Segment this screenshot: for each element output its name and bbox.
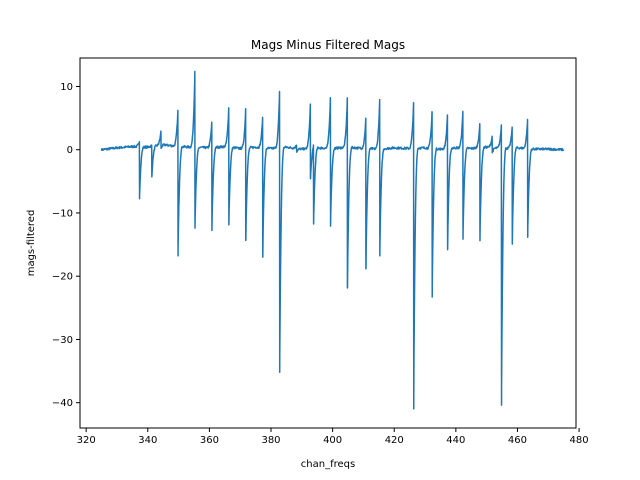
x-tick-label: 380 bbox=[261, 435, 280, 446]
chart-title: Mags Minus Filtered Mags bbox=[251, 38, 405, 52]
y-tick-label: −30 bbox=[52, 335, 73, 346]
x-axis-label: chan_freqs bbox=[301, 459, 355, 470]
x-tick-label: 420 bbox=[385, 435, 404, 446]
y-tick-label: −20 bbox=[52, 272, 73, 283]
x-tick-label: 460 bbox=[508, 435, 527, 446]
x-tick-label: 400 bbox=[323, 435, 342, 446]
y-tick-label: −10 bbox=[52, 208, 73, 219]
plot-area bbox=[100, 70, 565, 410]
axes-frame bbox=[79, 57, 577, 429]
x-tick-label: 480 bbox=[570, 435, 589, 446]
x-tick-label: 320 bbox=[77, 435, 96, 446]
y-axis: 10 0 −10 −20 −30 −40 bbox=[52, 82, 80, 409]
y-tick-label: 0 bbox=[67, 145, 73, 156]
series-line bbox=[100, 70, 565, 410]
x-tick-label: 360 bbox=[200, 435, 219, 446]
x-tick-label: 340 bbox=[138, 435, 157, 446]
y-tick-label: −40 bbox=[52, 398, 73, 409]
x-axis: 320 340 360 380 400 420 440 460 480 bbox=[77, 428, 589, 446]
y-tick-label: 10 bbox=[60, 82, 73, 93]
x-tick-label: 440 bbox=[446, 435, 465, 446]
y-axis-label: mags-filtered bbox=[26, 210, 37, 277]
